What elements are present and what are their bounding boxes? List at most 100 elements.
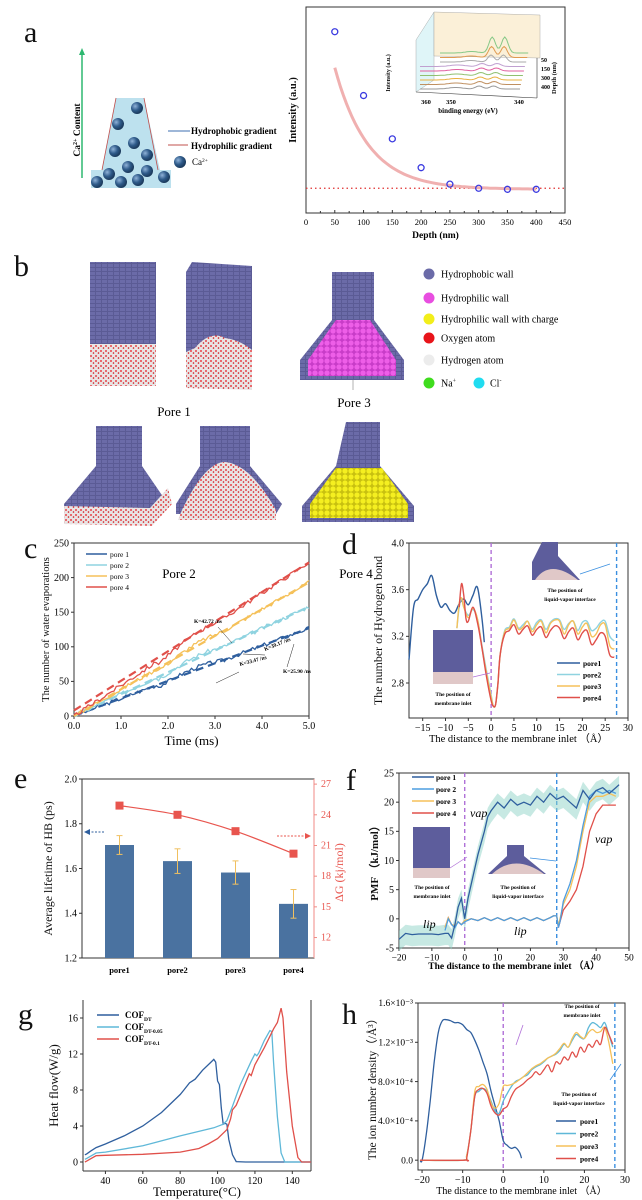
- annotation-lip-1: lip: [423, 917, 436, 931]
- bar-pore2: [163, 861, 192, 958]
- x-tick-label: −20: [392, 954, 407, 964]
- pore2-render-closed: [64, 426, 172, 526]
- annotation-arrow-inlet: [449, 856, 468, 869]
- legend-subscript: DT-0.1: [144, 1041, 160, 1047]
- y-axis-label: The number of water evaporations: [41, 557, 52, 702]
- series-line-DT-0.1: [84, 1007, 311, 1163]
- legend-label: pore 2: [110, 561, 129, 570]
- legend-subscript: DT: [144, 1017, 152, 1023]
- series-line-pore2: [456, 598, 615, 709]
- inset-spectrum: [420, 62, 525, 67]
- bar-pore1: [105, 845, 134, 958]
- y-tick-label: 100: [54, 642, 69, 653]
- y-tick-label: 4.0: [392, 538, 405, 549]
- y-tick-label: 1.4: [65, 909, 78, 920]
- x-tick-label: 50: [331, 217, 340, 227]
- x-tick-label: 140: [285, 1176, 300, 1187]
- panel-letter-a: a: [24, 16, 38, 49]
- series-line-pore1: [408, 574, 485, 660]
- annotation-arrow-interface: [529, 857, 557, 862]
- annotation-interface-2: liquid-vapor interface: [544, 597, 596, 603]
- x-tick-label: 30: [620, 1175, 630, 1186]
- y2-tick-label: 18: [321, 871, 331, 882]
- inset-back-wall: [433, 11, 541, 59]
- x-tick-label: 20: [579, 1175, 589, 1186]
- y-tick-label: 10: [384, 856, 394, 867]
- y-tick-label: 0.0: [401, 1156, 413, 1166]
- y-tick-label: 25: [384, 768, 394, 779]
- annotation-arrow-interface: [609, 1063, 622, 1081]
- annotation-inlet-1: The position of: [564, 1004, 599, 1010]
- legend-hydrophilic-label: Hydrophilic gradient: [191, 141, 272, 151]
- fit-line-pore1: [73, 627, 310, 718]
- y-tick-label: 3.2: [392, 632, 405, 643]
- inset-depth-tick-label: 50: [541, 58, 547, 64]
- pore-label-3: Pore 3: [337, 395, 371, 410]
- inset-x-tick-label: 340: [514, 99, 524, 106]
- hydrophilic-wall-right: [143, 97, 159, 171]
- legend-label: Hydrophilic wall with charge: [441, 315, 559, 326]
- x-axis-label: Depth (nm): [412, 230, 459, 241]
- panel-letter-f: f: [346, 764, 356, 797]
- x-tick-label: 350: [501, 217, 514, 227]
- data-point: [446, 180, 454, 188]
- series-line-DT: [84, 1058, 311, 1163]
- x-tick-label: −20: [414, 1175, 430, 1186]
- x-tick-label: 120: [247, 1176, 262, 1187]
- y-tick-label: 0: [73, 1157, 78, 1168]
- data-point: [532, 185, 540, 193]
- annotation-arrow-inlet: [515, 1024, 524, 1046]
- data-point: [359, 91, 368, 100]
- annotation-vap-2: vap: [595, 832, 612, 846]
- series-line-pore4: [458, 582, 615, 708]
- schematic-legend: Hydrophobic gradient Hydrophilic gradien…: [168, 126, 277, 168]
- legend-label: pore3: [583, 682, 601, 691]
- legend-ca-ball: [174, 156, 186, 168]
- y2-tick-label: 15: [321, 902, 331, 913]
- dg-marker: [289, 849, 298, 858]
- sup: +: [453, 379, 457, 385]
- legend-label: pore4: [583, 694, 601, 703]
- series-line-pore1: [419, 1018, 523, 1163]
- series-line-pore3: [419, 1026, 614, 1162]
- inset-x-axis-label: binding energy (eV): [438, 107, 498, 115]
- annotation-vap-1: vap: [470, 806, 487, 820]
- x-tick-label: 40: [100, 1176, 110, 1187]
- panel-letter-e: e: [14, 762, 28, 795]
- legend-label: pore 4: [110, 583, 129, 592]
- y2-axis-label: ΔG (kj/mol): [332, 843, 346, 902]
- x-tick-label: 20: [577, 723, 587, 734]
- y-axis-label: PMF （kJ/mol）: [368, 820, 381, 901]
- inset-spectrum: [420, 67, 524, 72]
- dg-line: [119, 805, 294, 855]
- x-tick-label: 0.0: [68, 721, 81, 732]
- atom-legend: Hydrophobic wall Hydrophilic wall Hydrophi…: [423, 268, 559, 390]
- chart-d-hydrogen-bond: −15 −10 −5 0 5 10 15 20 25 30 2.8 3.2 3.6 4.0 The dist…: [371, 538, 633, 745]
- inset-depth-axis-label: Depth (nm): [551, 62, 558, 94]
- x-tick-label: 4.0: [256, 721, 269, 732]
- content-arrow-head: [79, 48, 85, 55]
- y-tick-label: 4.0×10⁻⁴: [378, 1117, 414, 1127]
- annotation-interface-1: The position of: [561, 1092, 596, 1098]
- annotation-inlet-1: The position of: [414, 885, 449, 891]
- y-axis-label: Intensity (a.u.): [288, 77, 299, 143]
- annotation-arrow-interface: [579, 563, 611, 575]
- panel-letter-c: c: [24, 532, 38, 565]
- annotation-arrow: [286, 643, 295, 668]
- left-axis-pointer-head: [84, 829, 90, 835]
- inset-y-axis-label: Intensity (a.u.): [385, 54, 392, 92]
- annotation-arrow: [242, 653, 266, 656]
- annotation-interface-1: The position of: [547, 588, 582, 594]
- series-line-DT-0.05: [84, 1029, 311, 1163]
- y-tick-label: 20: [384, 798, 394, 809]
- data-point: [417, 164, 425, 172]
- annotation-arrow-inlet: [472, 672, 491, 678]
- content-axis-label: Ca2+ Content: [73, 103, 83, 157]
- x-tick-label: 30: [623, 723, 633, 734]
- legend-label: pore 4: [436, 809, 456, 818]
- pore1-render-cut: [186, 262, 252, 390]
- sup: -: [499, 379, 501, 385]
- fit-curve: [333, 67, 537, 191]
- legend-label-cl: Cl-: [490, 379, 501, 390]
- x-tick-label: 0: [304, 217, 308, 227]
